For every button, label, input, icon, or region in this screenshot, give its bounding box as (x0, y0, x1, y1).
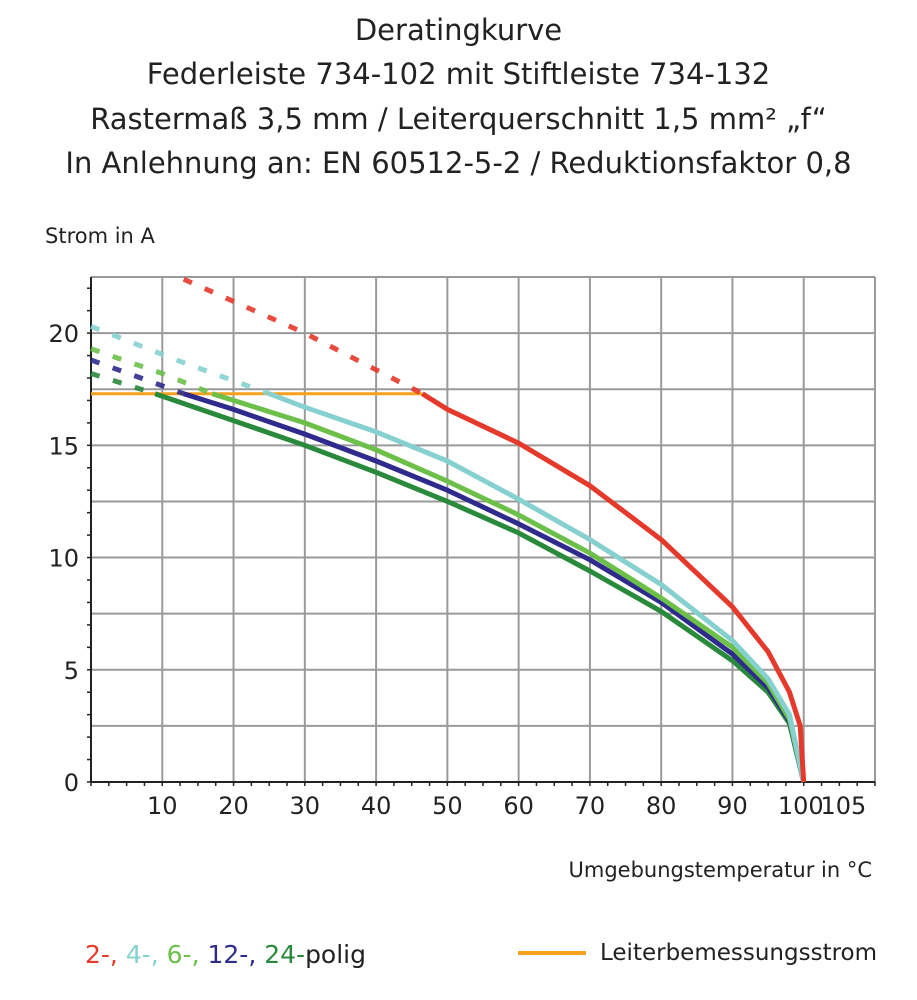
chart-subtitle-2: Rastermaß 3,5 mm / Leiterquerschnitt 1,5… (90, 102, 827, 136)
y-tick-label: 10 (48, 545, 79, 573)
series-6-polig-extrapolated (90, 346, 214, 397)
x-tick-label: 80 (646, 792, 677, 820)
chart-subtitle-3: In Anlehnung an: EN 60512-5-2 / Reduktio… (65, 146, 852, 180)
y-tick-label: 15 (48, 432, 79, 460)
series-4-polig-extrapolated (90, 324, 271, 397)
reference-label: Leiterbemessungsstrom (600, 940, 878, 966)
series-4-polig-line (268, 391, 807, 783)
x-tick-label: 50 (432, 792, 463, 820)
x-tick-label: 100 (778, 792, 824, 820)
series-24-polig-extrapolated (90, 371, 156, 397)
y-tick-label: 20 (48, 320, 79, 348)
series-2-polig-extrapolated (182, 276, 424, 396)
series-legend: 2-, 4-, 6-, 12-, 24-polig (85, 940, 366, 969)
legend-2-polig: 2-, (85, 940, 118, 969)
reference-swatch (518, 951, 586, 955)
x-tick-label: 20 (218, 792, 249, 820)
x-tick-label: 40 (361, 792, 392, 820)
x-tick-label: 90 (717, 792, 748, 820)
x-axis-label: Umgebungstemperatur in °C (568, 858, 873, 882)
x-tick-label: 10 (147, 792, 178, 820)
legend-12-polig: 12-, (207, 940, 257, 969)
x-tick-label: 60 (503, 792, 534, 820)
y-tick-label: 0 (64, 769, 79, 797)
chart-subtitle-1: Federleiste 734-102 mit Stiftleiste 734-… (146, 57, 771, 91)
y-tick-label: 5 (64, 657, 79, 685)
legend-4-polig: 4-, (125, 940, 159, 969)
y-axis-label: Strom in A (45, 224, 155, 248)
series-24-polig-line (154, 391, 807, 783)
legend-suffix: polig (305, 940, 366, 969)
reference-legend: Leiterbemessungsstrom (518, 940, 877, 966)
series-12-polig-extrapolated (90, 357, 185, 397)
chart-title: Deratingkurve (354, 13, 563, 47)
x-tick-label: 70 (575, 792, 606, 820)
x-tick-label: 105 (820, 792, 866, 820)
series-2-polig-line (421, 391, 807, 783)
legend-6-polig: 6-, (166, 940, 200, 969)
legend-24-polig: 24- (264, 940, 306, 969)
x-tick-label: 30 (290, 792, 321, 820)
